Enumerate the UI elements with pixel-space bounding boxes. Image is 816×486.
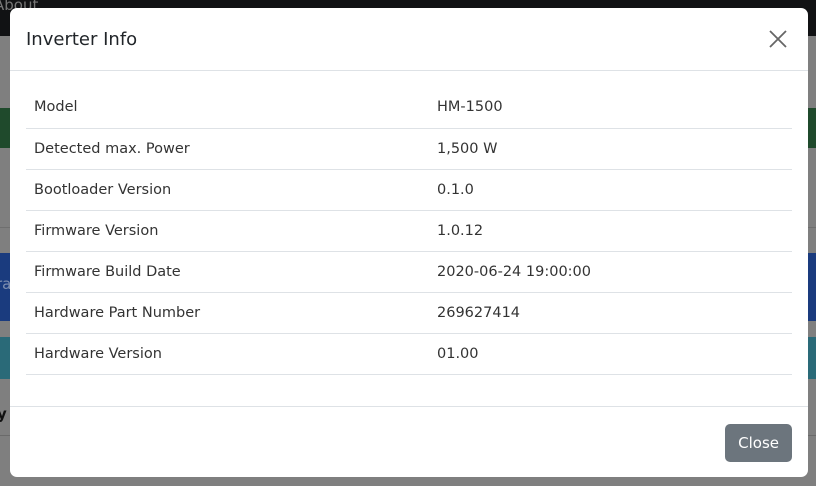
row-value: 1.0.12 <box>429 210 792 252</box>
row-label: Firmware Version <box>26 210 429 252</box>
background-heading-text: y <box>0 405 7 423</box>
table-row: Firmware Build Date 2020-06-24 19:00:00 <box>26 251 792 293</box>
background-heading: y <box>0 405 816 425</box>
modal-header: Inverter Info <box>10 8 808 71</box>
modal-title: Inverter Info <box>26 28 138 50</box>
table-row: Bootloader Version 0.1.0 <box>26 169 792 211</box>
modal-footer: Close <box>10 406 808 477</box>
row-label: Hardware Version <box>26 333 429 375</box>
table-row: Model HM-1500 <box>26 87 792 129</box>
inverter-info-modal: Inverter Info Model HM-1500 Detected max. … <box>10 8 808 477</box>
table-row: Detected max. Power 1,500 W <box>26 128 792 170</box>
table-row: Firmware Version 1.0.12 <box>26 210 792 252</box>
table-row: Hardware Version 01.00 <box>26 333 792 375</box>
row-value: 0.1.0 <box>429 169 792 211</box>
row-value: HM-1500 <box>429 87 792 129</box>
background-blue-text: ra <box>0 275 12 293</box>
close-button[interactable]: Close <box>725 424 792 462</box>
row-value: 1,500 W <box>429 128 792 170</box>
row-label: Bootloader Version <box>26 169 429 211</box>
row-label: Firmware Build Date <box>26 251 429 293</box>
table-row: Hardware Part Number 269627414 <box>26 292 792 334</box>
row-label: Model <box>26 87 429 129</box>
close-x-icon[interactable] <box>764 25 792 53</box>
row-value: 2020-06-24 19:00:00 <box>429 251 792 293</box>
row-label: Detected max. Power <box>26 128 429 170</box>
row-label: Hardware Part Number <box>26 292 429 334</box>
row-value: 01.00 <box>429 333 792 375</box>
row-value: 269627414 <box>429 292 792 334</box>
modal-body: Model HM-1500 Detected max. Power 1,500 W Bo… <box>10 71 808 406</box>
inverter-info-table: Model HM-1500 Detected max. Power 1,500 W Bo… <box>26 87 792 375</box>
